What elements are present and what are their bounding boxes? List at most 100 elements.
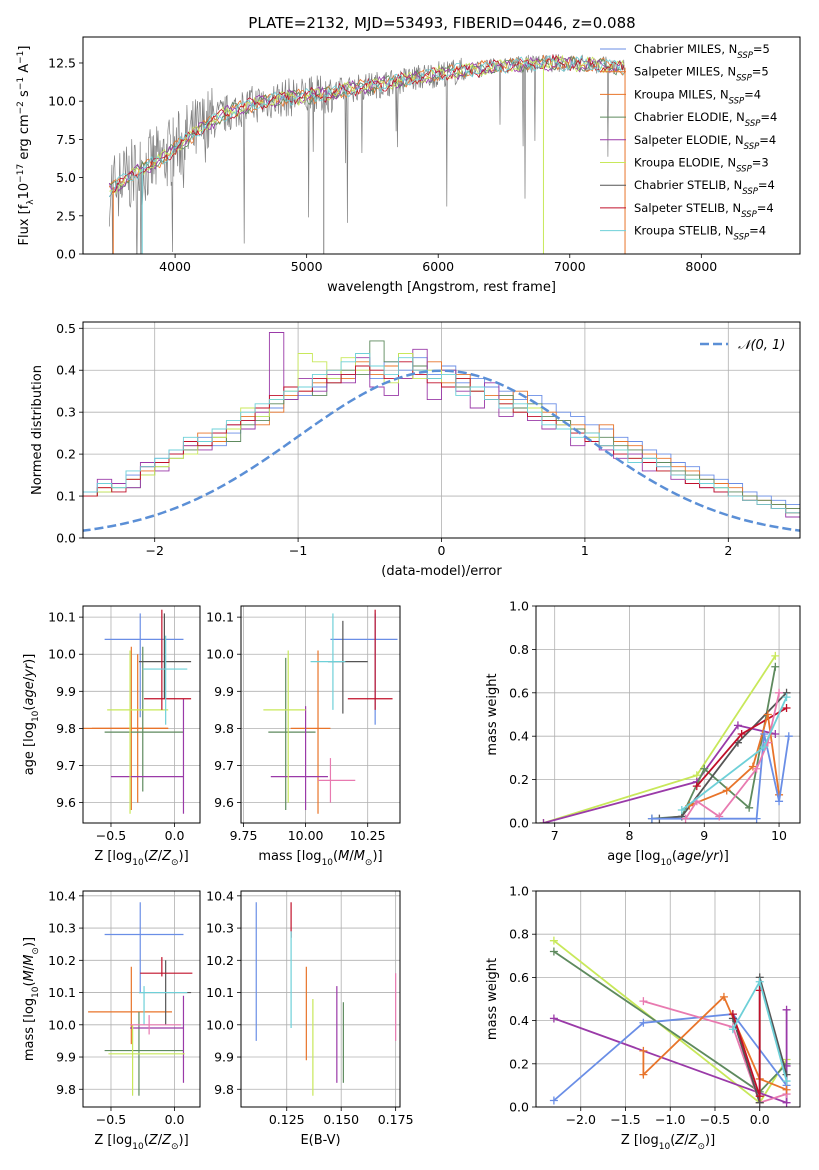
legend-entry: Salpeter ELODIE, NSSP=4 — [634, 133, 776, 152]
weight-marker — [752, 764, 761, 773]
normal-curve — [83, 369, 800, 532]
x-axis-label: E(B-V) — [300, 1133, 340, 1148]
weight-marker — [771, 651, 780, 660]
x-tick-label: −2 — [145, 543, 163, 558]
weight-marker — [700, 764, 709, 773]
axes-frame — [535, 605, 801, 824]
x-tick-label: 0.175 — [378, 1112, 414, 1127]
y-tick-label: 10.0 — [48, 94, 76, 109]
weight-marker — [755, 1092, 764, 1101]
weight-line-salpeter_elodie — [543, 724, 776, 823]
axes-frame — [82, 605, 201, 824]
figure-title: PLATE=2132, MJD=53493, FIBERID=0446, z=0… — [248, 14, 635, 32]
x-axis-label: age [log10(age/yr)] — [607, 849, 729, 868]
y-tick-label: 12.5 — [48, 55, 76, 70]
y-tick-label: 10.3 — [206, 921, 234, 936]
y-tick-label: 9.8 — [56, 1082, 76, 1097]
y-tick-label: 0.6 — [509, 685, 529, 700]
panel-massweight_vs_age: 7 8 9 10 0.0 0.2 0.4 0.6 0.8 1.0 age [log10(age/yr… — [485, 599, 801, 868]
y-tick-label: 0.6 — [509, 970, 529, 985]
legend-entry: Chabrier MILES, NSSP=5 — [634, 42, 770, 61]
x-tick-label: 4000 — [159, 259, 191, 274]
weight-marker — [760, 730, 769, 739]
x-tick-label: 9 — [700, 828, 708, 843]
y-axis-label: mass weight — [485, 958, 500, 1040]
y-tick-label: 0.8 — [509, 642, 529, 657]
axes-frame — [82, 321, 801, 539]
y-tick-label: 9.9 — [56, 1050, 76, 1065]
x-tick-label: 7 — [551, 828, 559, 843]
weight-marker — [782, 1077, 791, 1086]
weight-line-pink — [643, 1000, 787, 1104]
y-tick-label: 10.1 — [206, 610, 234, 625]
x-tick-label: 10 — [771, 828, 787, 843]
legend-entry: 𝒩(0, 1) — [738, 338, 785, 353]
axes-frame — [82, 890, 201, 1108]
y-tick-label: 10.1 — [206, 985, 234, 1000]
y-tick-label: 0.4 — [509, 1013, 529, 1028]
y-axis-label: mass weight — [485, 673, 500, 755]
weight-marker — [771, 730, 780, 739]
weight-marker — [549, 1096, 558, 1105]
x-tick-label: 2 — [724, 543, 732, 558]
weight-marker — [681, 814, 690, 823]
weight-marker — [692, 782, 701, 791]
x-tick-label: 1 — [581, 543, 589, 558]
legend-entry: Chabrier ELODIE, NSSP=4 — [634, 110, 777, 129]
y-tick-label: 9.9 — [56, 684, 76, 699]
weight-marker — [639, 1070, 648, 1079]
histogram-salpeter_stelib — [83, 361, 800, 518]
weight-marker — [782, 1085, 791, 1094]
y-tick-label: 9.9 — [214, 1050, 234, 1065]
y-tick-label: 10.0 — [206, 647, 234, 662]
y-tick-label: 10.3 — [48, 921, 76, 936]
x-tick-label: 0.150 — [323, 1112, 359, 1127]
plot-area — [255, 902, 397, 1096]
x-axis-label: wavelength [Angstrom, rest frame] — [327, 280, 556, 295]
weight-marker — [549, 1014, 558, 1023]
spectrum-model-kroupa_stelib — [108, 54, 625, 198]
histogram-salpeter_miles — [83, 361, 800, 514]
x-tick-label: −1.0 — [655, 1112, 685, 1127]
x-tick-label: 5000 — [291, 259, 323, 274]
weight-marker — [755, 977, 764, 986]
plot-area — [549, 936, 791, 1107]
y-tick-label: 9.9 — [214, 684, 234, 699]
y-tick-label: 9.8 — [214, 1082, 234, 1097]
y-tick-label: 0.4 — [509, 729, 529, 744]
axes-frame — [82, 36, 801, 255]
y-tick-label: 9.6 — [56, 795, 76, 810]
y-tick-label: 0.5 — [56, 321, 76, 336]
legend-entry: Kroupa MILES, NSSP=4 — [634, 87, 761, 106]
panel-mass_vs_Z: −0.5 0.0 9.8 9.9 10.0 10.1 10.2 10.3 10.4 Z [log1… — [22, 888, 201, 1152]
x-tick-label: 0 — [438, 543, 446, 558]
weight-marker — [647, 814, 656, 823]
weight-line-pink — [684, 692, 780, 820]
x-axis-label: Z [log10(Z/Z⊙)] — [94, 849, 188, 868]
x-tick-label: −0.5 — [96, 1112, 126, 1127]
legend-entry: Kroupa STELIB, NSSP=4 — [634, 224, 766, 243]
x-tick-label: 9.75 — [230, 828, 258, 843]
y-tick-label: 0.2 — [56, 447, 76, 462]
x-tick-label: −0.5 — [700, 1112, 730, 1127]
weight-marker — [549, 947, 558, 956]
plot-area — [83, 332, 800, 532]
weight-marker — [782, 1005, 791, 1014]
x-tick-label: −1 — [289, 543, 307, 558]
weight-marker — [677, 805, 686, 814]
weight-marker — [539, 819, 548, 823]
weight-marker — [763, 710, 772, 719]
y-tick-label: 0.0 — [509, 816, 529, 831]
x-axis-label: mass [log10(M/M⊙)] — [258, 849, 382, 868]
panel-age_vs_Z: −0.5 0.0 9.6 9.7 9.8 9.9 10.0 10.1 Z [log10(Z/Z⊙… — [22, 605, 201, 868]
y-tick-label: 0.0 — [56, 531, 76, 546]
y-tick-label: 10.1 — [48, 985, 76, 1000]
weight-marker — [775, 797, 784, 806]
axes-frame — [240, 605, 401, 824]
x-tick-label: 10.25 — [350, 828, 386, 843]
weight-line-kroupa_miles — [688, 714, 780, 807]
weight-marker — [782, 693, 791, 702]
weight-marker — [784, 732, 793, 741]
plot-area — [263, 609, 398, 814]
